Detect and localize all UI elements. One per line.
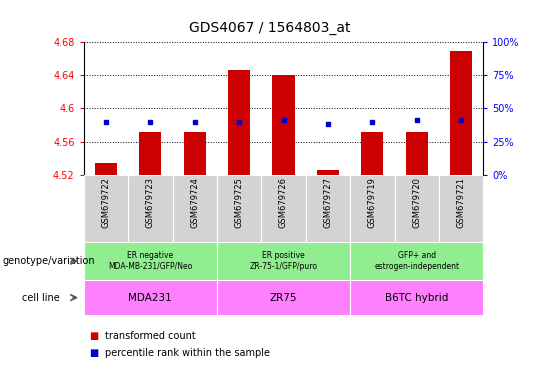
FancyBboxPatch shape: [261, 175, 306, 242]
Text: ■: ■: [89, 331, 98, 341]
Text: MDA231: MDA231: [129, 293, 172, 303]
Text: cell line: cell line: [22, 293, 59, 303]
FancyBboxPatch shape: [395, 175, 439, 242]
Text: GSM679724: GSM679724: [190, 177, 199, 228]
FancyBboxPatch shape: [350, 280, 483, 315]
Text: percentile rank within the sample: percentile rank within the sample: [105, 348, 271, 358]
Text: ZR75: ZR75: [270, 293, 297, 303]
Text: genotype/variation: genotype/variation: [3, 256, 96, 266]
Bar: [361, 132, 383, 175]
Text: GSM679723: GSM679723: [146, 177, 155, 228]
Text: GSM679727: GSM679727: [323, 177, 333, 228]
Text: ER positive
ZR-75-1/GFP/puro: ER positive ZR-75-1/GFP/puro: [249, 252, 318, 271]
FancyBboxPatch shape: [217, 280, 350, 315]
Text: ER negative
MDA-MB-231/GFP/Neo: ER negative MDA-MB-231/GFP/Neo: [108, 252, 192, 271]
Bar: [450, 51, 472, 175]
Text: transformed count: transformed count: [105, 331, 196, 341]
Text: GSM679726: GSM679726: [279, 177, 288, 228]
FancyBboxPatch shape: [439, 175, 483, 242]
FancyBboxPatch shape: [306, 175, 350, 242]
Bar: [228, 70, 250, 175]
Text: GDS4067 / 1564803_at: GDS4067 / 1564803_at: [189, 21, 351, 35]
Bar: [406, 132, 428, 175]
Text: GFP+ and
estrogen-independent: GFP+ and estrogen-independent: [374, 252, 459, 271]
Bar: [184, 132, 206, 175]
Bar: [272, 74, 295, 175]
FancyBboxPatch shape: [350, 242, 483, 280]
Text: GSM679722: GSM679722: [102, 177, 110, 228]
FancyBboxPatch shape: [84, 242, 217, 280]
Text: ■: ■: [89, 348, 98, 358]
Bar: [139, 132, 161, 175]
FancyBboxPatch shape: [84, 175, 128, 242]
Text: GSM679719: GSM679719: [368, 177, 377, 228]
FancyBboxPatch shape: [84, 280, 217, 315]
Text: GSM679725: GSM679725: [234, 177, 244, 228]
Text: GSM679720: GSM679720: [412, 177, 421, 228]
FancyBboxPatch shape: [350, 175, 395, 242]
FancyBboxPatch shape: [172, 175, 217, 242]
FancyBboxPatch shape: [217, 175, 261, 242]
Text: GSM679721: GSM679721: [457, 177, 465, 228]
Bar: [95, 163, 117, 175]
FancyBboxPatch shape: [217, 242, 350, 280]
Bar: [317, 170, 339, 175]
FancyBboxPatch shape: [128, 175, 172, 242]
Text: B6TC hybrid: B6TC hybrid: [385, 293, 448, 303]
